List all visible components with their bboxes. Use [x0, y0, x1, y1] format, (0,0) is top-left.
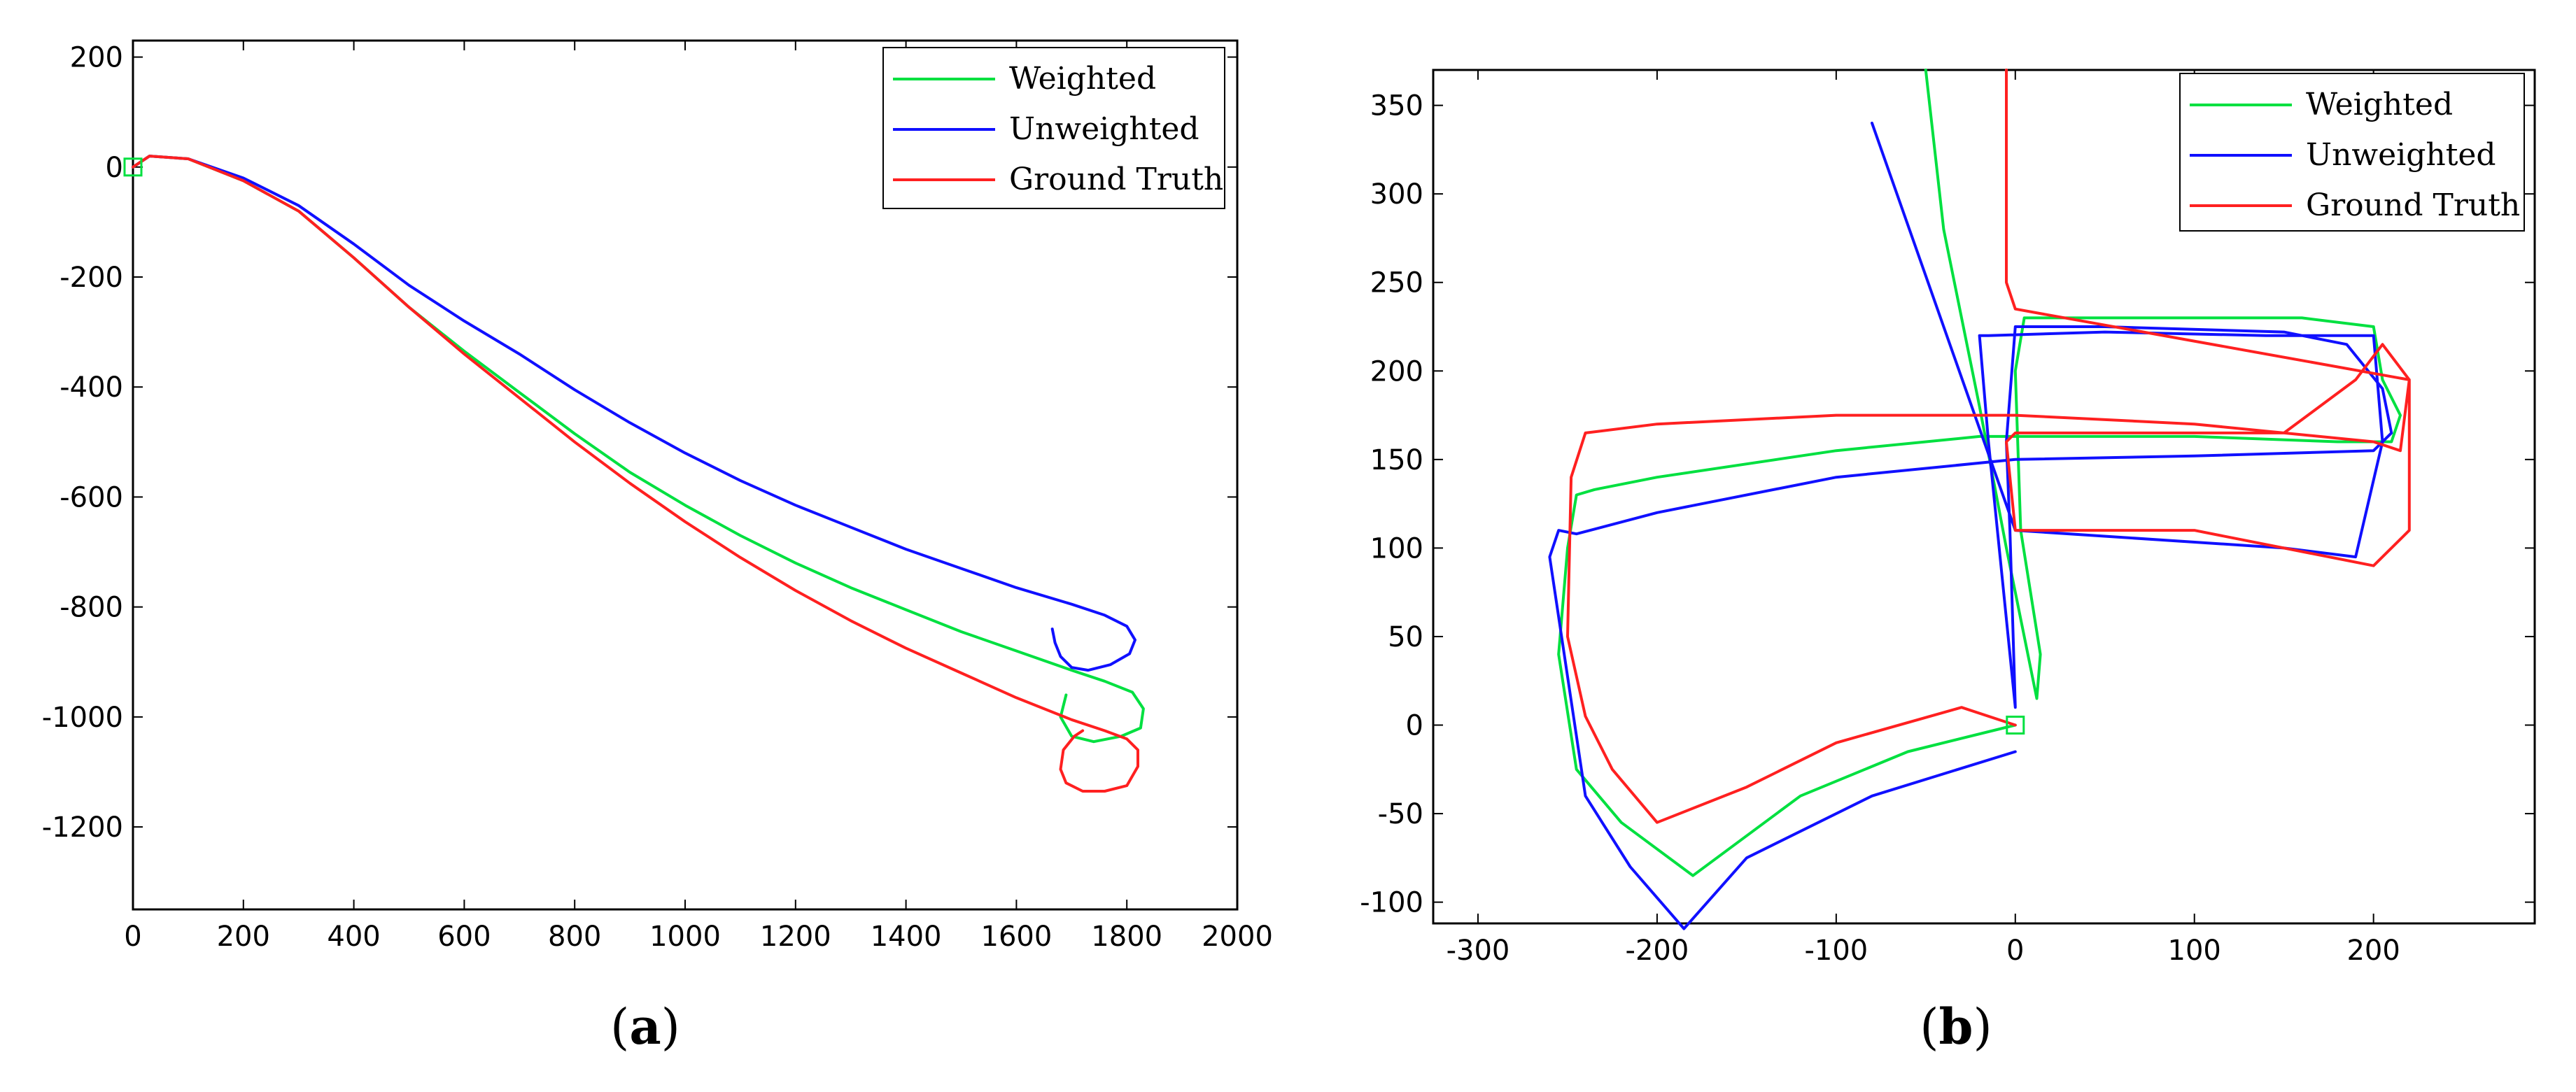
panel-b-caption: (b)	[1920, 998, 1992, 1056]
panel-a-caption-letter: a	[629, 998, 661, 1056]
panel-b-y-tick-label: 100	[1370, 532, 1423, 565]
panel-b-start-marker	[2006, 716, 2025, 735]
panel-a-x-tick-label: 1400	[871, 921, 942, 953]
panel-b-y-tick-label: 250	[1370, 267, 1423, 299]
panel-b-x-tick-label: -300	[1447, 935, 1510, 967]
panel-b-legend-label: Weighted	[2306, 87, 2453, 122]
panel-a-legend-label: Ground Truth	[1009, 162, 1223, 197]
panel-b-y-tick-label: 0	[1406, 710, 1423, 742]
panel-b-x-tick-label: 200	[2346, 935, 2400, 967]
panel-b-y-tick-label: -50	[1378, 798, 1423, 830]
panel-a-legend-label: Weighted	[1009, 61, 1156, 97]
panel-b-series-group	[1548, 69, 2411, 930]
panel-a-y-tick-label: -800	[59, 592, 123, 624]
panel-b-caption-open-paren: (	[1920, 998, 1938, 1056]
panel-b-x-axis-ticks: -300 -200 -100 0 100 200	[1447, 70, 2400, 967]
panel-a-y-tick-label: 200	[70, 42, 123, 74]
panel-a-y-axis-ticks: 200 0 -200 -400 -600 -800 -1000 -1200	[42, 42, 1237, 844]
panel-a-y-tick-label: -1200	[42, 811, 123, 844]
panel-a-caption-close-paren: )	[661, 998, 680, 1056]
panel-a-start-marker	[123, 157, 143, 177]
panel-a-x-tick-label: 200	[217, 921, 270, 953]
panel-b-x-tick-label: 0	[2006, 935, 2024, 967]
panel-b-y-tick-label: 50	[1388, 621, 1423, 653]
panel-b-plot-frame	[1432, 69, 2536, 925]
panel-a-legend: Weighted Unweighted Ground Truth	[882, 47, 1225, 209]
panel-a-chart: 0 200 400 600 800 1000 1200 1400 1600 1800 2000 20…	[42, 39, 1273, 953]
panel-a-y-tick-label: -1000	[42, 702, 123, 734]
panel-b-chart: -300 -200 -100 0 100 200 350 300 250 200 150 100 50…	[1360, 69, 2536, 967]
panel-b-y-tick-label: -100	[1360, 887, 1423, 919]
panel-a-x-tick-label: 1200	[760, 921, 831, 953]
panel-b-series-line-weighted	[1557, 69, 2402, 877]
panel-b-y-tick-label: 300	[1370, 178, 1423, 211]
panel-a-x-axis-ticks: 0 200 400 600 800 1000 1200 1400 1600 1800 2000	[124, 41, 1273, 953]
panel-a-caption: (a)	[610, 998, 680, 1056]
panel-a-x-tick-label: 1800	[1091, 921, 1162, 953]
panel-a-series-group	[123, 155, 1145, 793]
panel-a-caption-open-paren: (	[610, 998, 629, 1056]
panel-b-series-line-ground-truth	[1566, 69, 2411, 824]
panel-b-caption-letter: b	[1939, 998, 1973, 1056]
panel-b-y-axis-ticks: 350 300 250 200 150 100 50 0 -50 -100	[1360, 90, 2535, 919]
panel-b-caption-close-paren: )	[1973, 998, 1992, 1056]
panel-a-x-tick-label: 2000	[1202, 921, 1273, 953]
panel-a-legend-label: Unweighted	[1009, 111, 1199, 147]
panel-a-x-tick-label: 400	[327, 921, 380, 953]
panel-b-series-line-unweighted	[1548, 121, 2393, 930]
panel-a-y-tick-label: 0	[106, 152, 123, 184]
panel-b-y-tick-label: 200	[1370, 355, 1423, 388]
panel-b-legend: Weighted Unweighted Ground Truth	[2179, 73, 2525, 232]
panel-a-x-tick-label: 1600	[981, 921, 1053, 953]
panel-a-x-tick-label: 0	[124, 921, 141, 953]
panel-a-series-line-ground-truth	[132, 155, 1139, 793]
panel-b-x-tick-label: 100	[2168, 935, 2221, 967]
panel-b-x-tick-label: -100	[1804, 935, 1868, 967]
panel-b-legend-label: Ground Truth	[2306, 187, 2520, 223]
panel-b-y-tick-label: 350	[1370, 90, 1423, 122]
panel-a-x-tick-label: 1000	[649, 921, 721, 953]
panel-a-series-line-unweighted	[132, 155, 1136, 672]
panel-a-x-tick-label: 800	[548, 921, 601, 953]
panel-a-x-tick-label: 600	[437, 921, 491, 953]
panel-b-legend-label: Unweighted	[2306, 137, 2496, 173]
panel-a-y-tick-label: -400	[59, 371, 123, 404]
panel-a-series-line-weighted	[132, 155, 1145, 744]
panel-a-y-tick-label: -600	[59, 481, 123, 513]
panel-a-y-tick-label: -200	[59, 262, 123, 294]
panel-b-y-tick-label: 150	[1370, 444, 1423, 476]
panel-b-x-tick-label: -200	[1626, 935, 1689, 967]
